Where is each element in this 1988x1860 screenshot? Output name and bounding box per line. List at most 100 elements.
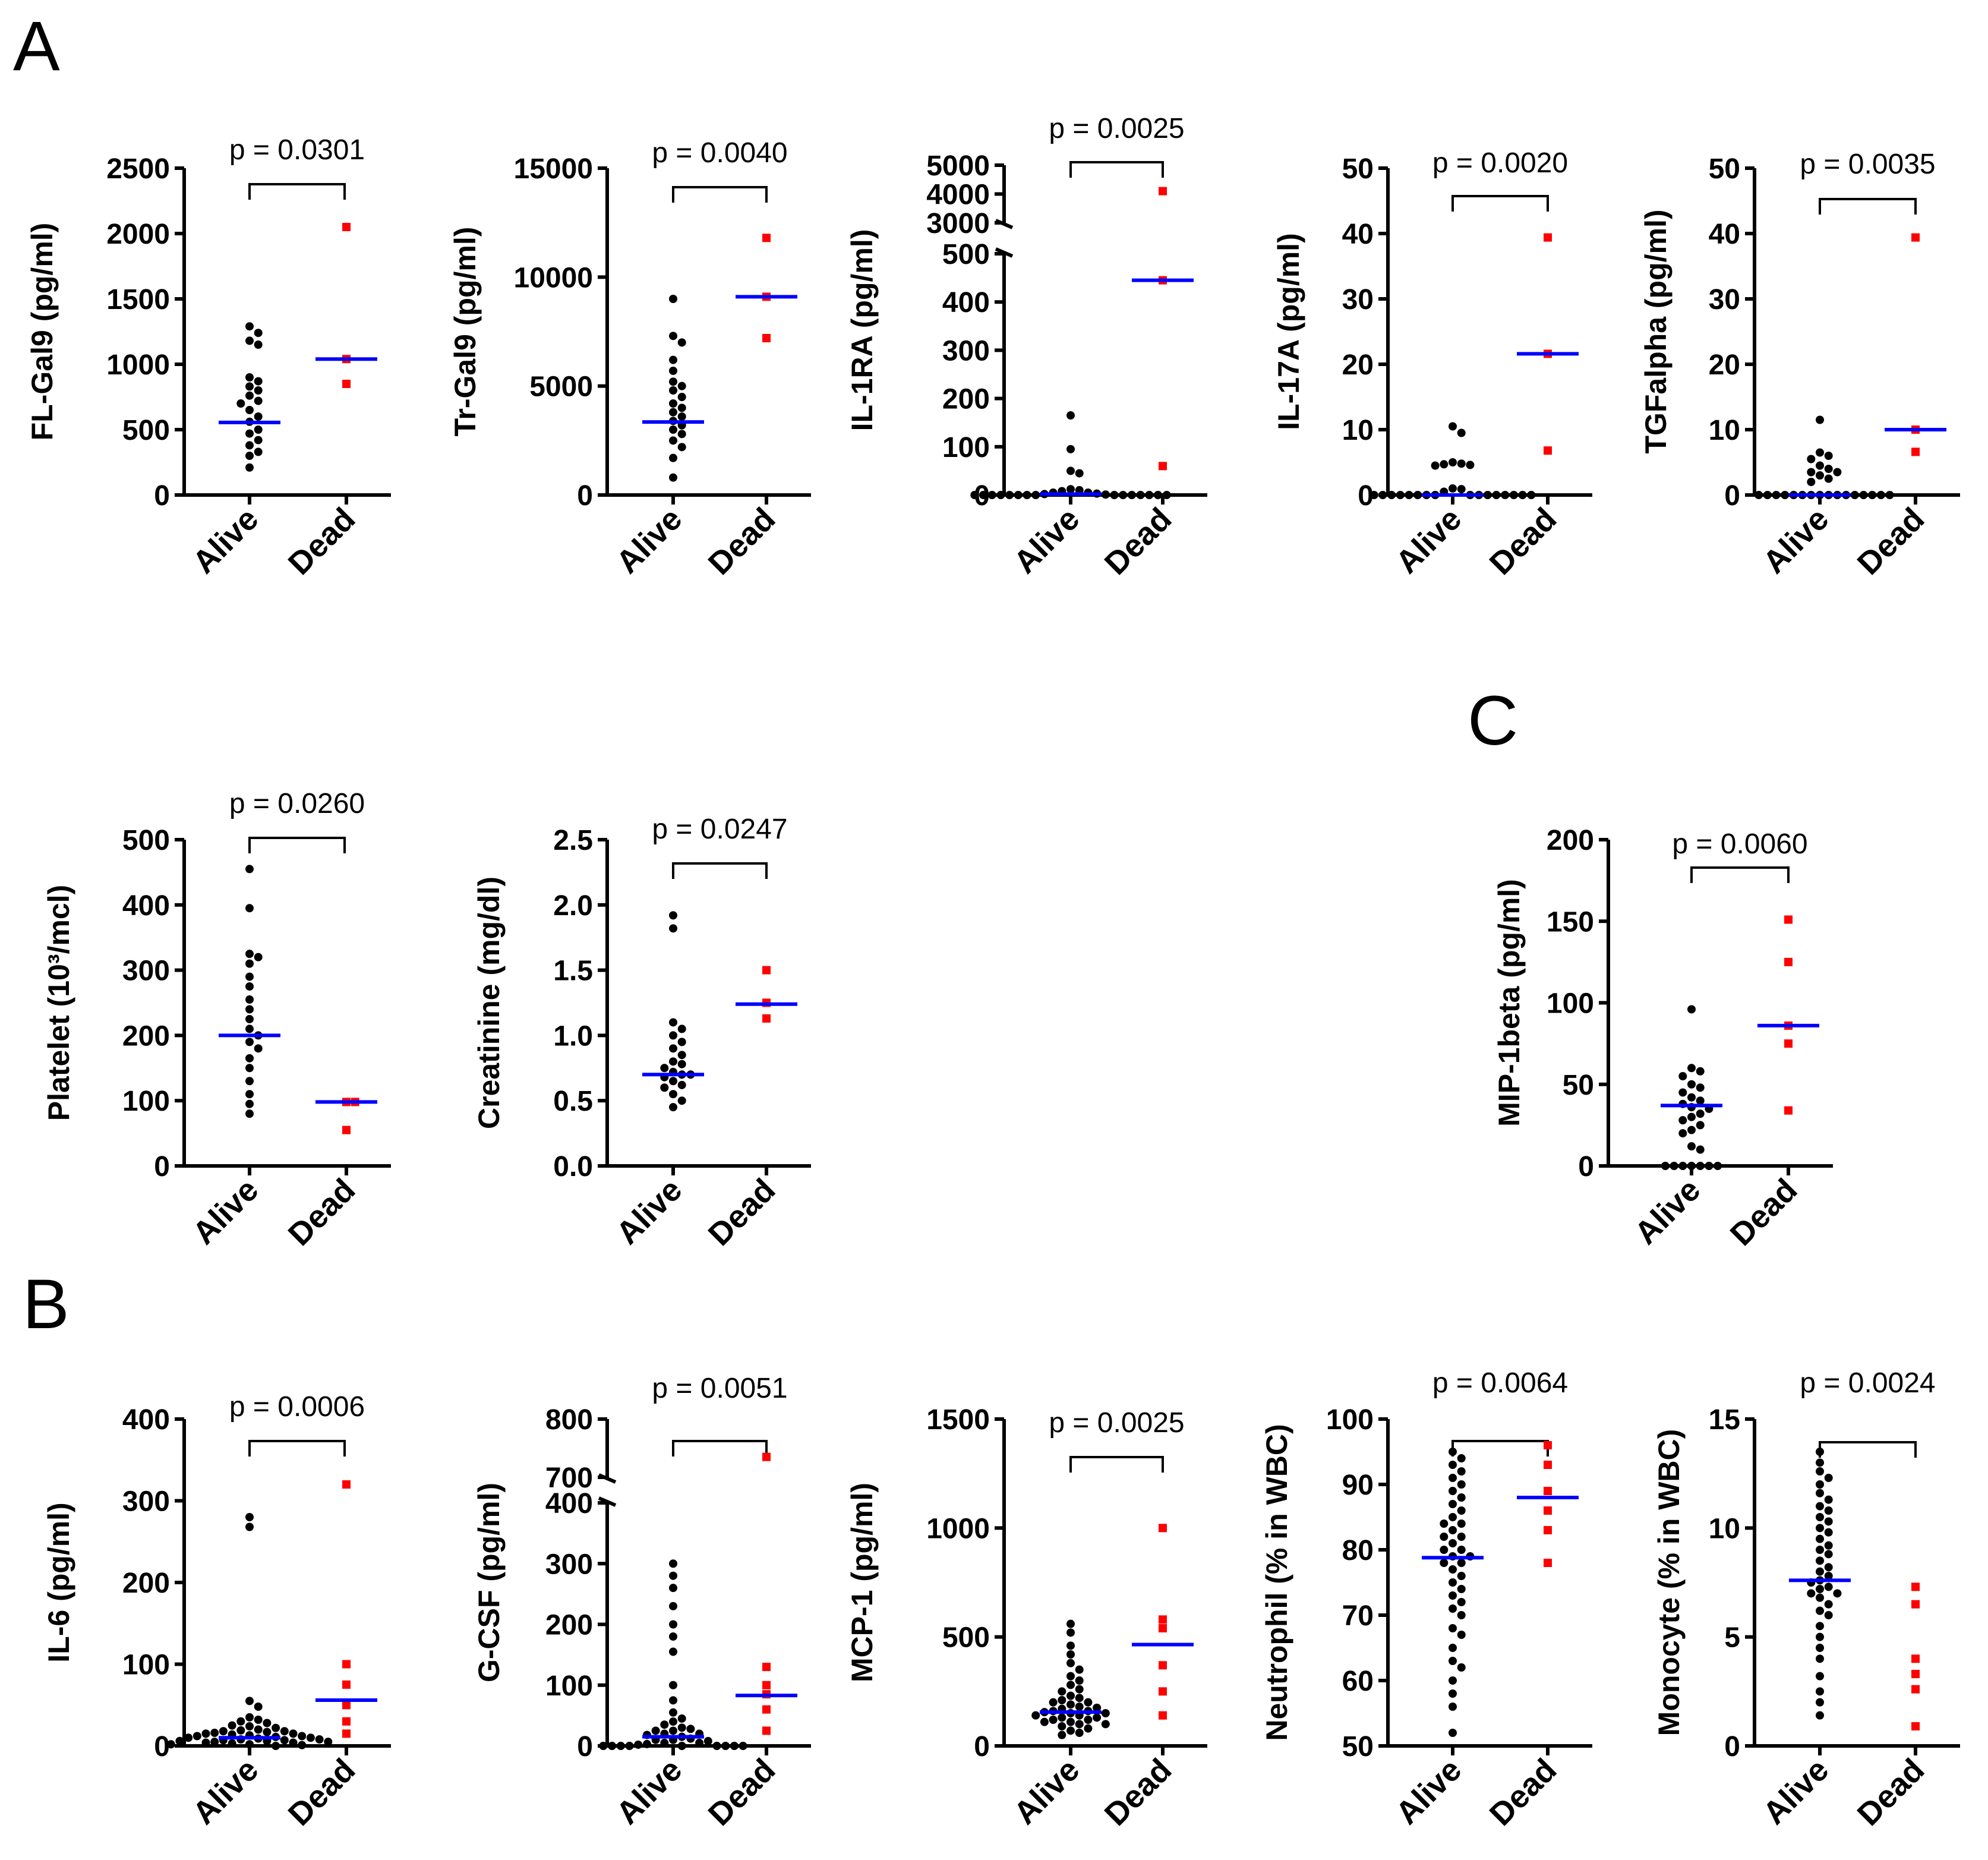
dead-point (1911, 447, 1920, 456)
dead-point (762, 1726, 771, 1735)
alive-point (1816, 1606, 1824, 1615)
alive-point (660, 1064, 669, 1073)
dead-point (1911, 1600, 1920, 1609)
alive-point (1031, 491, 1040, 499)
alive-point (625, 1742, 634, 1750)
alive-point (1492, 491, 1501, 499)
dead-point (762, 334, 771, 342)
alive-point (1084, 1724, 1093, 1733)
alive-point (669, 1620, 677, 1629)
dead-point (1159, 187, 1167, 196)
alive-point (1850, 491, 1859, 499)
alive-point (245, 406, 254, 414)
alive-point (1058, 1687, 1066, 1696)
x-tick-label-dead: Dead (1724, 1172, 1804, 1253)
alive-point (669, 924, 677, 933)
y-tick-label: 1000 (926, 1513, 990, 1544)
alive-point (1457, 1631, 1466, 1639)
p-value-label: p = 0.0301 (229, 134, 365, 166)
alive-point (263, 1719, 272, 1727)
alive-point (1816, 1687, 1824, 1696)
alive-point (1066, 1659, 1075, 1667)
y-tick-label: 1.0 (553, 1020, 593, 1052)
alive-point (660, 1083, 669, 1092)
y-tick-label: 1000 (106, 349, 170, 381)
y-tick-label: 4000 (926, 179, 990, 211)
y-tick-label: 0 (1724, 480, 1740, 512)
alive-point (669, 399, 677, 408)
alive-point (669, 1077, 677, 1086)
dead-point (1544, 446, 1552, 455)
alive-point (669, 332, 677, 341)
dead-point (342, 1660, 351, 1669)
dead-point (1911, 1654, 1920, 1663)
alive-point (1014, 491, 1023, 499)
alive-point (1154, 491, 1162, 499)
alive-point (1876, 491, 1885, 499)
panel-label-c: C (1468, 682, 1518, 760)
alive-point (1457, 1506, 1466, 1515)
y-tick-label: 400 (545, 1488, 593, 1519)
alive-point (1449, 1676, 1457, 1685)
alive-point (669, 473, 677, 482)
alive-point (1859, 491, 1868, 499)
alive-point (245, 1722, 254, 1730)
alive-point (245, 382, 254, 391)
alive-point (996, 491, 1005, 499)
alive-point (1807, 468, 1816, 477)
alive-point (245, 1054, 254, 1063)
dead-point (1159, 462, 1167, 471)
alive-point (1440, 1559, 1449, 1567)
alive-point (1049, 1698, 1058, 1707)
y-tick-label: 40 (1342, 219, 1374, 250)
y-tick-label: 100 (545, 1670, 593, 1702)
alive-point (1449, 422, 1457, 431)
alive-point (272, 1742, 280, 1750)
x-tick-label-alive: Alive (610, 1172, 689, 1251)
x-tick-label-alive: Alive (1389, 501, 1469, 581)
y-tick-label: 0 (577, 480, 593, 512)
alive-point (1816, 1711, 1824, 1720)
y-tick-label: 0 (1578, 1151, 1594, 1183)
alive-point (1449, 1500, 1457, 1508)
alive-point (254, 1044, 263, 1053)
alive-point (1457, 485, 1466, 494)
alive-point (1824, 1550, 1833, 1559)
dead-point (1159, 1624, 1167, 1632)
significance-bracket (672, 186, 768, 203)
alive-point (1431, 461, 1440, 470)
alive-point (730, 1742, 739, 1750)
alive-point (324, 1738, 333, 1746)
alive-point (1119, 491, 1128, 499)
alive-point (1816, 1593, 1824, 1602)
alive-point (1136, 491, 1145, 499)
alive-point (669, 1584, 677, 1593)
alive-point (1763, 491, 1772, 499)
y-tick-label: 500 (942, 1622, 990, 1654)
alive-point (228, 1739, 236, 1748)
x-tick-label-dead: Dead (1851, 1752, 1932, 1833)
alive-point (669, 1103, 677, 1112)
alive-point (1816, 448, 1824, 457)
alive-point (669, 453, 677, 462)
y-tick-label: 20 (1342, 349, 1374, 381)
p-value-label: p = 0.0064 (1432, 1367, 1568, 1399)
alive-point (228, 1721, 236, 1730)
alive-point (289, 1738, 298, 1747)
alive-point (1687, 1005, 1696, 1014)
alive-point (254, 412, 263, 421)
alive-point (1518, 491, 1527, 499)
alive-point (1824, 474, 1833, 483)
alive-point (1449, 458, 1457, 466)
y-tick-label: 0.5 (553, 1086, 593, 1117)
alive-point (599, 1742, 608, 1750)
alive-point (1075, 1665, 1084, 1674)
alive-point (1449, 1624, 1457, 1632)
alive-point (686, 1725, 695, 1733)
alive-point (1824, 1582, 1833, 1591)
alive-point (1678, 1162, 1687, 1170)
alive-point (1714, 1162, 1722, 1170)
y-tick-label: 150 (1547, 906, 1594, 938)
alive-point (1075, 1703, 1084, 1711)
